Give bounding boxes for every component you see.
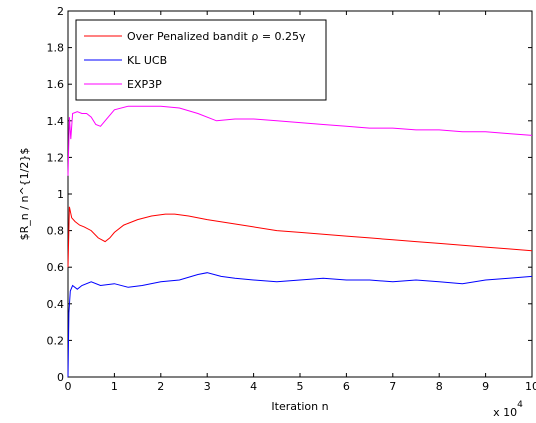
x-tick-label: 5 — [297, 380, 304, 393]
x-tick-label: 4 — [250, 380, 257, 393]
y-tick-label: 0.4 — [47, 298, 65, 311]
x-tick-label: 3 — [204, 380, 211, 393]
y-tick-label: 0.2 — [47, 334, 65, 347]
x-axis-label: Iteration n — [271, 400, 328, 413]
y-tick-label: 0 — [57, 371, 64, 384]
x-tick-label: 9 — [482, 380, 489, 393]
legend-label-2: KL UCB — [127, 54, 167, 67]
y-axis: 0 0.2 0.4 0.6 0.8 1 1.2 1.4 1.6 1.8 2 — [47, 5, 532, 384]
x-tick-label: 7 — [389, 380, 396, 393]
x-axis-multiplier: x 104 — [493, 400, 523, 419]
legend-label-1: Over Penalized bandit ρ = 0.25γ — [127, 30, 306, 43]
x-tick-label: 1 — [111, 380, 118, 393]
y-tick-label: 0.8 — [47, 225, 65, 238]
x-multiplier-label: x 10 — [493, 406, 517, 419]
series-line-3 — [67, 105, 533, 176]
x-tick-label: 8 — [436, 380, 443, 393]
y-axis-label: $R_n / n^{1/2}$ — [18, 148, 31, 241]
legend-label-3: EXP3P — [127, 78, 162, 91]
y-tick-label: 0.6 — [47, 261, 65, 274]
x-multiplier-exponent: 4 — [517, 400, 523, 410]
x-tick-label: 2 — [157, 380, 164, 393]
series-line-1 — [67, 206, 533, 268]
x-axis: 0 1 2 3 4 5 6 7 8 9 10 — [65, 11, 536, 393]
x-tick-label: 10 — [525, 380, 536, 393]
x-tick-label: 6 — [343, 380, 350, 393]
y-tick-label: 1.4 — [47, 115, 65, 128]
legend: Over Penalized bandit ρ = 0.25γ KL UCB EXP… — [75, 19, 327, 101]
y-tick-label: 1.2 — [47, 151, 65, 164]
series-lines — [67, 105, 533, 378]
series-line-2 — [67, 272, 533, 378]
y-tick-label: 1.8 — [47, 42, 65, 55]
x-tick-label: 0 — [65, 380, 72, 393]
y-tick-label: 2 — [57, 5, 64, 18]
y-tick-label: 1.6 — [47, 78, 65, 91]
y-tick-label: 1 — [57, 188, 64, 201]
